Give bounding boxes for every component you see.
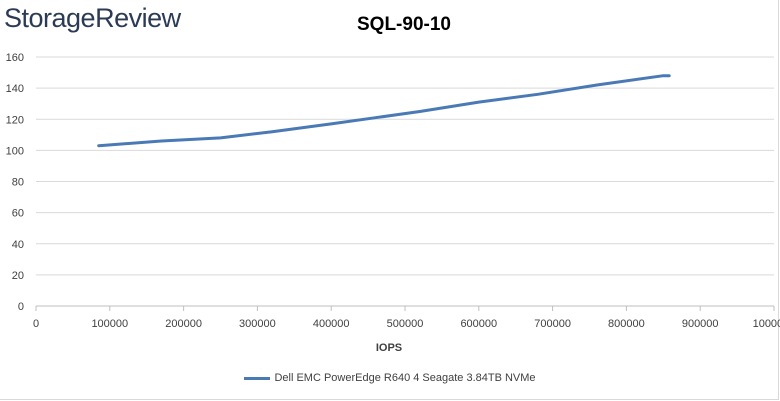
x-tick-label: 600000 [460, 318, 497, 330]
x-tick-label: 500000 [387, 318, 424, 330]
x-tick-label: 100000 [91, 318, 128, 330]
y-tick-label: 60 [12, 208, 24, 220]
x-axis-label: IOPS [376, 342, 402, 354]
legend-swatch [244, 376, 271, 380]
y-tick-label: 120 [6, 114, 24, 126]
y-tick-label: 100 [6, 145, 24, 157]
x-tick-label: 700000 [534, 318, 571, 330]
x-tick-label: 800000 [608, 318, 645, 330]
x-tick-label: 0 [33, 318, 39, 330]
x-tick-label: 900000 [682, 318, 719, 330]
y-tick-label: 140 [6, 83, 24, 95]
storagereview-logo: StorageReview [4, 3, 181, 33]
series-line [97, 74, 671, 148]
x-tick-label: 1000000 [753, 318, 780, 330]
y-tick-label: 40 [12, 239, 24, 251]
chart-legend: Dell EMC PowerEdge R640 4 Seagate 3.84TB… [0, 372, 780, 384]
y-tick-label: 160 [6, 52, 24, 64]
legend-label: Dell EMC PowerEdge R640 4 Seagate 3.84TB… [274, 372, 536, 384]
y-tick-label: 80 [12, 177, 24, 189]
y-tick-label: 0 [18, 301, 24, 313]
x-tick-label: 300000 [239, 318, 276, 330]
chart-title: SQL-90-10 [357, 14, 451, 35]
y-tick-label: 20 [12, 270, 24, 282]
x-tick-label: 200000 [165, 318, 202, 330]
x-tick-label: 400000 [313, 318, 350, 330]
